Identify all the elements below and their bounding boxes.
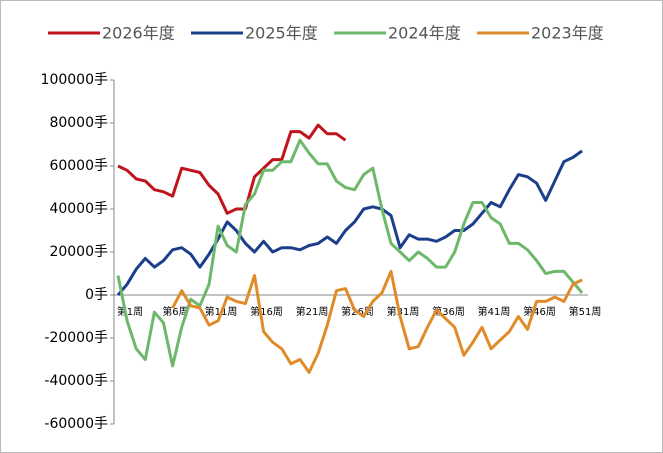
y-tick-label: -60000手 [44, 416, 108, 432]
x-tick-label: 第46周 [523, 305, 556, 318]
x-tick-label: 第51周 [569, 305, 602, 318]
series-line [116, 149, 583, 296]
y-tick-label: 60000手 [49, 158, 108, 174]
x-tick-label: 第41周 [478, 305, 511, 318]
y-tick-label: 80000手 [49, 115, 108, 131]
series-line [116, 138, 584, 368]
legend-label: 2025年度 [245, 24, 318, 43]
series-line [171, 269, 583, 374]
x-tick-label: 第1周 [117, 305, 143, 318]
x-tick-label: 第31周 [387, 305, 420, 318]
x-tick-label: 第21周 [296, 305, 329, 318]
y-tick-label: 0手 [85, 287, 108, 303]
x-tick-label: 第6周 [162, 305, 188, 318]
x-tick-label: 第16周 [250, 305, 283, 318]
series-line [117, 123, 347, 215]
y-tick-label: -20000手 [44, 330, 108, 346]
y-tick-label: 100000手 [41, 72, 108, 88]
legend-label: 2023年度 [531, 24, 604, 43]
y-tick-label: 40000手 [49, 201, 108, 217]
y-tick-label: -40000手 [44, 373, 108, 389]
y-tick-label: 20000手 [49, 244, 108, 260]
legend-label: 2024年度 [388, 24, 461, 43]
legend-label: 2026年度 [102, 24, 175, 43]
